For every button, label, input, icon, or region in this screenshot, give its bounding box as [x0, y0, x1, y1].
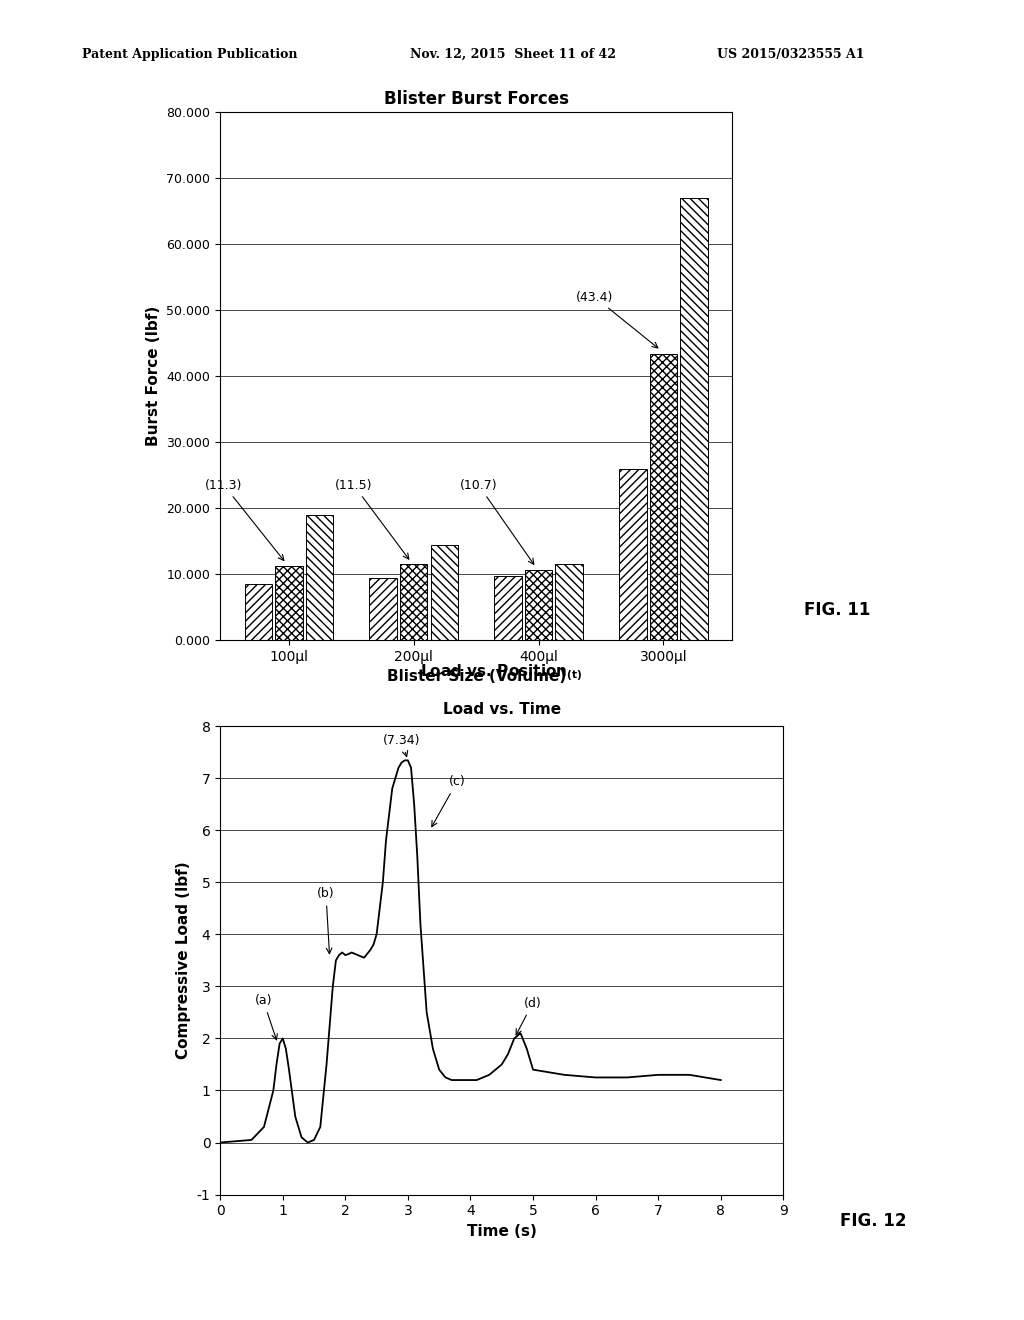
- Text: FIG. 11: FIG. 11: [804, 601, 870, 619]
- Text: (43.4): (43.4): [577, 290, 657, 348]
- Text: (11.3): (11.3): [205, 479, 284, 561]
- Bar: [306, 515, 333, 640]
- X-axis label: Time (s): Time (s): [467, 1224, 537, 1239]
- Bar: [370, 578, 397, 640]
- Bar: [555, 565, 583, 640]
- Bar: [525, 570, 552, 640]
- Bar: [430, 544, 458, 640]
- Text: Nov. 12, 2015  Sheet 11 of 42: Nov. 12, 2015 Sheet 11 of 42: [410, 48, 615, 61]
- Text: Load vs. Time: Load vs. Time: [442, 702, 561, 717]
- Bar: [400, 565, 427, 640]
- Text: (d): (d): [516, 997, 542, 1035]
- Text: Load vs. Position$_\mathregular{(t)}$: Load vs. Position$_\mathregular{(t)}$: [421, 663, 583, 684]
- X-axis label: Blister Size (Volume): Blister Size (Volume): [386, 669, 566, 685]
- Title: Blister Burst Forces: Blister Burst Forces: [384, 90, 568, 108]
- Text: (b): (b): [317, 887, 335, 953]
- Y-axis label: Burst Force (lbf): Burst Force (lbf): [145, 306, 161, 446]
- Text: (10.7): (10.7): [460, 479, 534, 565]
- Text: (a): (a): [255, 994, 278, 1040]
- Bar: [680, 198, 708, 640]
- Text: FIG. 12: FIG. 12: [840, 1212, 906, 1230]
- Bar: [275, 565, 302, 640]
- Bar: [495, 576, 522, 640]
- Text: US 2015/0323555 A1: US 2015/0323555 A1: [717, 48, 864, 61]
- Bar: [620, 469, 646, 640]
- Text: (7.34): (7.34): [383, 734, 421, 756]
- Text: Patent Application Publication: Patent Application Publication: [82, 48, 297, 61]
- Text: (c): (c): [432, 775, 465, 826]
- Text: (11.5): (11.5): [335, 479, 409, 560]
- Bar: [650, 354, 677, 640]
- Bar: [245, 583, 272, 640]
- Y-axis label: Compressive Load (lbf): Compressive Load (lbf): [176, 862, 191, 1059]
